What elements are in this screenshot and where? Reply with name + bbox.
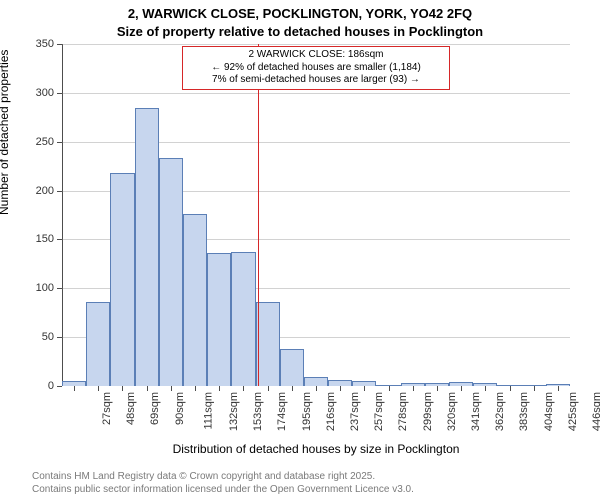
x-tick-mark	[413, 386, 414, 391]
y-tick-label: 50	[42, 331, 54, 343]
x-tick-mark	[437, 386, 438, 391]
histogram-bar	[159, 158, 183, 386]
y-tick-mark	[57, 93, 62, 94]
x-tick-label: 446sqm	[591, 392, 600, 431]
chart-container: 2, WARWICK CLOSE, POCKLINGTON, YORK, YO4…	[0, 0, 600, 500]
y-tick-mark	[57, 142, 62, 143]
x-tick-label: 69sqm	[150, 392, 162, 425]
histogram-bar	[231, 252, 255, 386]
x-tick-label: 383sqm	[518, 392, 530, 431]
property-marker-line	[258, 44, 259, 386]
y-tick-label: 300	[36, 87, 54, 99]
x-tick-label: 27sqm	[101, 392, 113, 425]
x-tick-label: 299sqm	[422, 392, 434, 431]
chart-title-line1: 2, WARWICK CLOSE, POCKLINGTON, YORK, YO4…	[0, 6, 600, 21]
histogram-bar	[183, 214, 207, 386]
histogram-bar	[110, 173, 134, 386]
x-tick-label: 174sqm	[277, 392, 289, 431]
annotation-line-1: 2 WARWICK CLOSE: 186sqm	[189, 49, 443, 62]
annotation-line-3: 7% of semi-detached houses are larger (9…	[189, 74, 443, 87]
x-axis-title: Distribution of detached houses by size …	[62, 442, 570, 456]
x-tick-mark	[98, 386, 99, 391]
histogram-bar	[280, 349, 304, 386]
x-tick-label: 257sqm	[373, 392, 385, 431]
x-tick-mark	[485, 386, 486, 391]
x-tick-mark	[243, 386, 244, 391]
y-gridline	[62, 44, 570, 45]
y-tick-mark	[57, 239, 62, 240]
x-tick-label: 425sqm	[567, 392, 579, 431]
x-tick-label: 216sqm	[325, 392, 337, 431]
x-tick-mark	[389, 386, 390, 391]
y-gridline	[62, 93, 570, 94]
x-tick-label: 153sqm	[252, 392, 264, 431]
y-tick-mark	[57, 288, 62, 289]
x-tick-mark	[558, 386, 559, 391]
histogram-bar	[207, 253, 231, 386]
y-tick-label: 200	[36, 185, 54, 197]
y-tick-mark	[57, 191, 62, 192]
x-tick-mark	[195, 386, 196, 391]
x-tick-label: 341sqm	[470, 392, 482, 431]
y-tick-mark	[57, 337, 62, 338]
x-tick-label: 362sqm	[494, 392, 506, 431]
x-tick-mark	[147, 386, 148, 391]
x-tick-label: 278sqm	[398, 392, 410, 431]
histogram-bar	[256, 302, 280, 386]
histogram-bar	[304, 377, 328, 386]
annotation-box: 2 WARWICK CLOSE: 186sqm ← 92% of detache…	[182, 46, 450, 90]
x-tick-mark	[364, 386, 365, 391]
footer-attribution: Contains HM Land Registry data © Crown c…	[32, 471, 414, 496]
x-tick-label: 195sqm	[301, 392, 313, 431]
x-tick-mark	[510, 386, 511, 391]
footer-line-2: Contains public sector information licen…	[32, 484, 414, 497]
x-tick-label: 48sqm	[125, 392, 137, 425]
annotation-line-2: ← 92% of detached houses are smaller (1,…	[189, 62, 443, 75]
chart-title-line2: Size of property relative to detached ho…	[0, 24, 600, 39]
x-tick-mark	[219, 386, 220, 391]
x-tick-label: 320sqm	[446, 392, 458, 431]
y-tick-mark	[57, 44, 62, 45]
y-tick-label: 250	[36, 136, 54, 148]
x-tick-mark	[74, 386, 75, 391]
y-tick-label: 0	[48, 380, 54, 392]
x-tick-label: 404sqm	[543, 392, 555, 431]
y-tick-label: 100	[36, 282, 54, 294]
x-tick-mark	[340, 386, 341, 391]
footer-line-1: Contains HM Land Registry data © Crown c…	[32, 471, 414, 484]
x-tick-label: 90sqm	[174, 392, 186, 425]
x-tick-label: 132sqm	[228, 392, 240, 431]
y-tick-label: 150	[36, 233, 54, 245]
x-tick-mark	[316, 386, 317, 391]
y-axis-line	[62, 44, 63, 386]
x-tick-mark	[534, 386, 535, 391]
y-axis-title: Number of detached properties	[0, 50, 11, 215]
y-tick-label: 350	[36, 38, 54, 50]
x-tick-label: 111sqm	[202, 392, 214, 430]
x-tick-mark	[171, 386, 172, 391]
x-tick-mark	[461, 386, 462, 391]
histogram-bar	[86, 302, 110, 386]
x-tick-mark	[268, 386, 269, 391]
y-tick-mark	[57, 386, 62, 387]
x-tick-mark	[292, 386, 293, 391]
histogram-bar	[135, 108, 159, 386]
x-tick-label: 237sqm	[349, 392, 361, 431]
plot-area: 05010015020025030035027sqm48sqm69sqm90sq…	[62, 44, 570, 386]
x-tick-mark	[122, 386, 123, 391]
